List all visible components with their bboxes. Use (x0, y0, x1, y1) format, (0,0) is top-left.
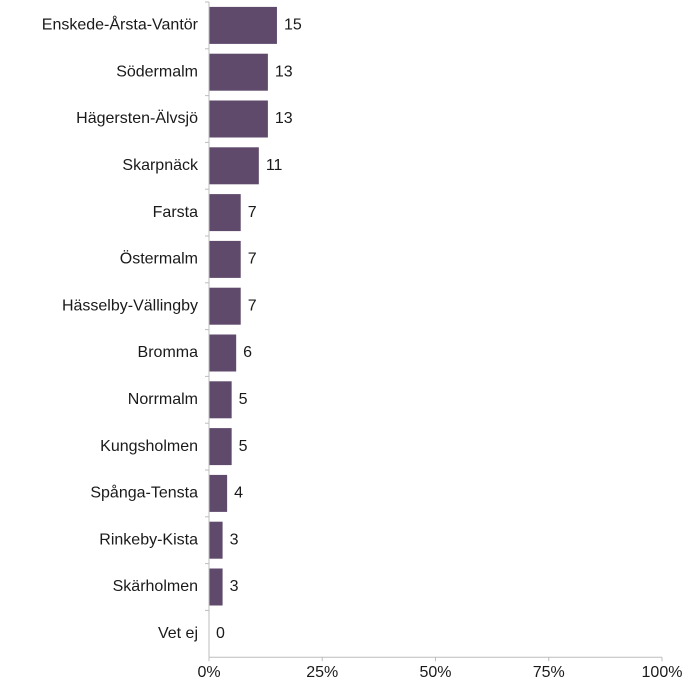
data-label: 7 (248, 204, 257, 221)
x-tick-label: 75% (533, 664, 565, 681)
category-label: Hägersten-Älvsjö (76, 109, 198, 127)
bar (209, 428, 232, 466)
x-tick-label: 0% (197, 664, 220, 681)
bar (209, 381, 232, 419)
category-label: Farsta (153, 204, 198, 221)
data-label: 7 (248, 251, 257, 268)
data-label: 5 (239, 438, 248, 455)
category-label: Bromma (138, 344, 199, 361)
data-label: 7 (248, 297, 257, 314)
category-label: Rinkeby-Kista (99, 531, 198, 548)
data-label: 13 (275, 63, 293, 80)
data-label: 13 (275, 110, 293, 127)
data-label: 4 (234, 485, 243, 502)
bar (209, 53, 268, 91)
bar (209, 568, 223, 606)
category-label: Norrmalm (128, 391, 198, 408)
x-tick-label: 100% (642, 664, 683, 681)
data-label: 11 (266, 157, 283, 174)
bar (209, 6, 277, 44)
category-label: Kungsholmen (100, 438, 198, 455)
axes-group (205, 1, 663, 662)
bar (209, 240, 241, 278)
data-label: 6 (243, 344, 252, 361)
category-label: Enskede-Årsta-Vantör (42, 15, 199, 34)
bar (209, 521, 223, 559)
bar (209, 474, 228, 512)
data-label: 3 (230, 531, 239, 548)
bar (209, 147, 259, 185)
x-tick-label: 25% (306, 664, 338, 681)
category-label: Skarpnäck (122, 157, 199, 174)
bar (209, 287, 241, 325)
data-label: 3 (230, 578, 239, 595)
category-label: Östermalm (120, 250, 198, 268)
data-label: 0 (216, 625, 225, 642)
bar (209, 334, 237, 372)
category-label: Skärholmen (113, 578, 198, 595)
category-label: Spånga-Tensta (90, 484, 198, 502)
data-label: 5 (239, 391, 248, 408)
x-tick-label: 50% (419, 664, 451, 681)
labels-group: Enskede-Årsta-Vantör 15 Södermalm 13 Hägerst… (42, 15, 683, 681)
bar (209, 194, 241, 232)
bars-group (209, 6, 277, 606)
category-label: Södermalm (116, 63, 198, 80)
category-label: Hässelby-Vällingby (62, 297, 198, 314)
category-label: Vet ej (158, 625, 198, 642)
data-label: 15 (284, 17, 302, 34)
bar (209, 100, 268, 138)
